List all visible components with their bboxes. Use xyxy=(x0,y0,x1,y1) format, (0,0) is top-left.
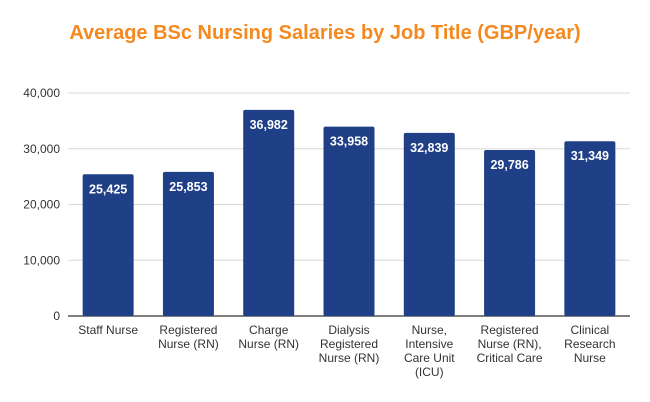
y-tick-label: 20,000 xyxy=(23,198,60,212)
x-category-label: Dialysis Registered Nurse (RN) xyxy=(319,323,380,365)
bar-value-label: 31,349 xyxy=(571,149,609,163)
x-category-label: Staff Nurse xyxy=(78,323,138,337)
y-tick-label: 10,000 xyxy=(23,253,60,267)
bar xyxy=(162,171,214,316)
x-category-label: Clinical Research Nurse xyxy=(564,323,615,365)
bar-value-label: 33,958 xyxy=(330,135,368,149)
y-tick-label: 40,000 xyxy=(23,86,60,100)
bar-value-label: 25,853 xyxy=(169,180,207,194)
bar xyxy=(323,126,375,317)
bar xyxy=(564,141,616,316)
bar-value-label: 32,839 xyxy=(410,141,448,155)
bar-value-label: 36,982 xyxy=(250,118,288,132)
chart-title: Average BSc Nursing Salaries by Job Titl… xyxy=(69,22,581,44)
y-tick-label: 30,000 xyxy=(23,142,60,156)
bar xyxy=(82,174,134,316)
x-category-label: Registered Nurse (RN), Critical Care xyxy=(477,323,543,365)
x-category-label: Nurse, Intensive Care Unit (ICU) xyxy=(404,323,455,379)
y-tick-label: 0 xyxy=(53,309,60,323)
bar xyxy=(243,109,295,316)
x-category-label: Charge Nurse (RN) xyxy=(238,323,299,351)
bar-value-label: 25,425 xyxy=(89,182,127,196)
bar xyxy=(484,149,536,316)
x-category-label: Registered Nurse (RN) xyxy=(158,323,219,351)
bar xyxy=(403,132,455,316)
bar-value-label: 29,786 xyxy=(490,158,528,172)
